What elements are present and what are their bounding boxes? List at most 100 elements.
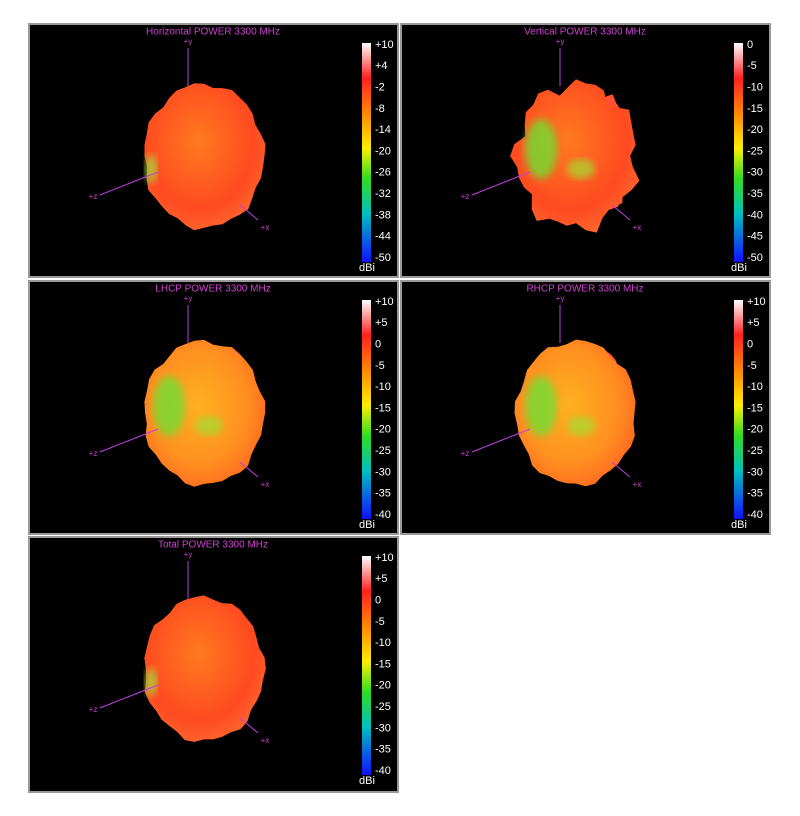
colorbar-label: -10 — [375, 381, 391, 393]
axis-z — [99, 684, 159, 709]
pattern-patch — [525, 119, 557, 179]
panel-title: LHCP POWER 3300 MHz — [155, 284, 270, 295]
axis-x — [239, 461, 259, 478]
axis-z — [471, 428, 531, 453]
colorbar-label: -25 — [747, 145, 763, 157]
axis-x-label: +x — [633, 480, 642, 489]
axis-y-label: +y — [184, 294, 193, 303]
colorbar-label: -35 — [747, 488, 763, 500]
axis-z-label: +z — [89, 192, 98, 201]
pattern-patch — [195, 416, 223, 436]
colorbar-label: -20 — [375, 680, 391, 692]
colorbar-label: -38 — [375, 209, 391, 221]
colorbar-label: -50 — [375, 252, 391, 264]
colorbar-label: -8 — [375, 103, 385, 115]
colorbar-label: -5 — [747, 360, 757, 372]
colorbar — [734, 43, 743, 262]
colorbar-label: -5 — [375, 616, 385, 628]
axis-x — [239, 717, 259, 734]
colorbar-label: -10 — [747, 82, 763, 94]
colorbar-label: -32 — [375, 188, 391, 200]
colorbar-label: -20 — [375, 145, 391, 157]
colorbar-label: -35 — [375, 744, 391, 756]
axis-z-label: +z — [461, 192, 470, 201]
axis-z-label: +z — [89, 449, 98, 458]
axis-x — [611, 461, 631, 478]
axis-x-label: +x — [261, 480, 270, 489]
colorbar-label: -5 — [747, 60, 757, 72]
colorbar — [362, 556, 371, 775]
panel: Vertical POWER 3300 MHz+y +z +x 0 -5 -10 -15 -2… — [400, 23, 771, 278]
axis-z — [99, 428, 159, 453]
pattern-body — [144, 595, 266, 742]
pattern-body — [144, 83, 266, 231]
colorbar-label: -30 — [747, 167, 763, 179]
colorbar-label: 0 — [375, 339, 381, 351]
panel-frame — [28, 536, 399, 793]
colorbar-label: -15 — [747, 103, 763, 115]
colorbar-label: -15 — [747, 402, 763, 414]
colorbar-label: -44 — [375, 231, 391, 243]
axis-z — [471, 171, 531, 196]
colorbar-label: +10 — [375, 39, 394, 51]
colorbar-label: -2 — [375, 82, 385, 94]
axis-x-label: +x — [633, 223, 642, 232]
colorbar-label: -50 — [747, 252, 763, 264]
colorbar-label: -20 — [375, 424, 391, 436]
pattern-body — [144, 339, 266, 487]
colorbar-unit: dBi — [359, 519, 375, 531]
colorbar-unit: dBi — [359, 775, 375, 787]
colorbar-label: -30 — [375, 466, 391, 478]
colorbar-label: -14 — [375, 124, 391, 136]
colorbar-label: -30 — [375, 722, 391, 734]
axis-y-label: +y — [184, 37, 193, 46]
colorbar-label: -35 — [747, 188, 763, 200]
axis-z-label: +z — [89, 705, 98, 714]
colorbar-label: -45 — [747, 231, 763, 243]
colorbar — [362, 43, 371, 262]
colorbar-label: +10 — [375, 296, 394, 308]
axis-y-label: +y — [556, 294, 565, 303]
colorbar-label: -20 — [747, 424, 763, 436]
axis-x-label: +x — [261, 736, 270, 745]
pattern-patch — [145, 668, 157, 696]
panel: Total POWER 3300 MHz+y +z +x +10 +5 0 -5 -10 -15… — [28, 536, 399, 793]
colorbar-label: +5 — [375, 317, 388, 329]
pattern-patch — [567, 416, 595, 436]
colorbar-unit: dBi — [359, 262, 375, 274]
colorbar-label: -30 — [747, 466, 763, 478]
panel-title: Total POWER 3300 MHz — [158, 540, 268, 551]
colorbar-label: +5 — [375, 573, 388, 585]
colorbar-label: +10 — [375, 552, 394, 564]
colorbar-label: -25 — [747, 445, 763, 457]
colorbar — [734, 300, 743, 519]
pattern-patch — [145, 155, 157, 183]
panel-title: Horizontal POWER 3300 MHz — [146, 27, 280, 38]
colorbar-label: -10 — [375, 637, 391, 649]
colorbar-label: -35 — [375, 488, 391, 500]
colorbar-label: -40 — [375, 765, 391, 777]
axis-z — [99, 171, 159, 196]
colorbar-label: -20 — [747, 124, 763, 136]
colorbar-label: -25 — [375, 445, 391, 457]
panel: Horizontal POWER 3300 MHz+y +z +x +10 +4 -2 -8… — [28, 23, 399, 278]
colorbar — [362, 300, 371, 519]
panel: LHCP POWER 3300 MHz+y +z +x +10 +5 0 -5 -10 -15 -… — [28, 280, 399, 535]
pattern-patch — [153, 376, 185, 436]
panel-title: RHCP POWER 3300 MHz — [526, 284, 643, 295]
colorbar-label: -40 — [747, 209, 763, 221]
colorbar-label: -15 — [375, 658, 391, 670]
axis-y-label: +y — [556, 37, 565, 46]
colorbar-label: 0 — [747, 39, 753, 51]
colorbar-label: -5 — [375, 360, 385, 372]
panel-title: Vertical POWER 3300 MHz — [524, 27, 646, 38]
axis-x — [239, 204, 259, 221]
pattern-body — [510, 79, 640, 233]
colorbar-label: 0 — [747, 339, 753, 351]
axis-y-label: +y — [184, 550, 193, 559]
axis-x — [611, 204, 631, 221]
colorbar-label: +4 — [375, 60, 388, 72]
colorbar-label: -40 — [375, 509, 391, 521]
